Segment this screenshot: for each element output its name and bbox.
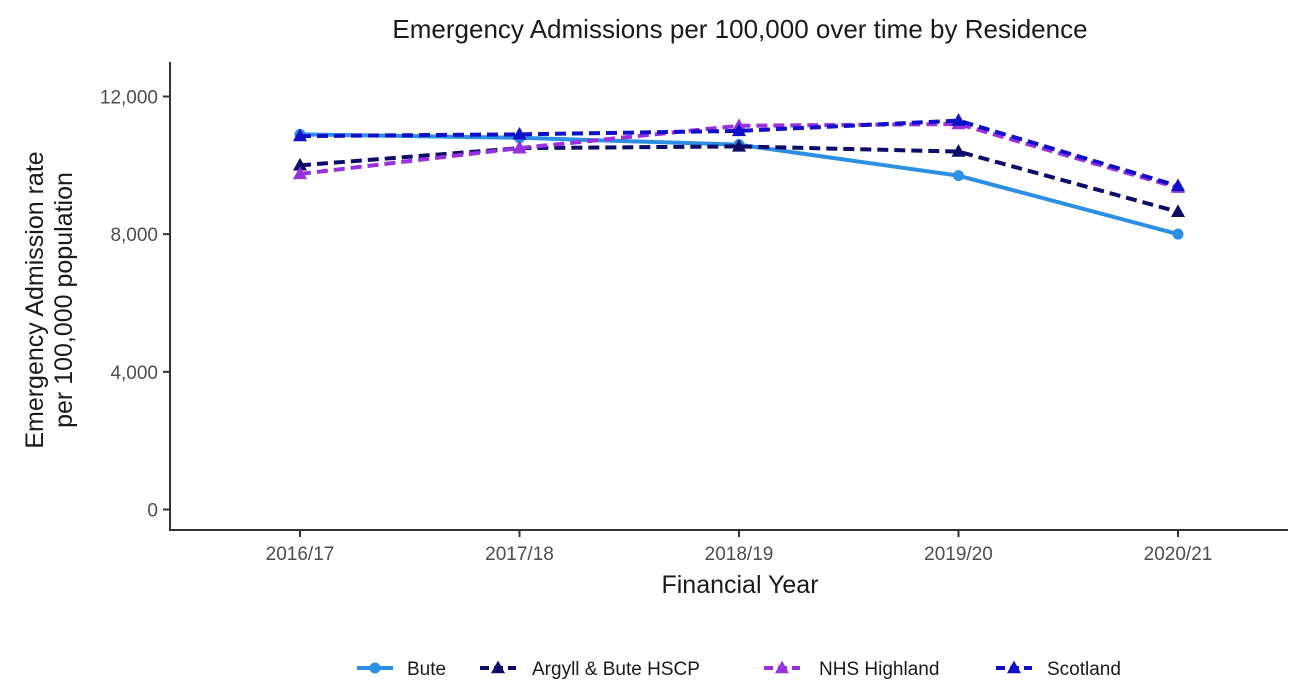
legend: Bute Argyll & Bute HSCP NHS Highland Scotla… <box>357 659 1121 680</box>
legend-label: Scotland <box>1047 659 1121 680</box>
legend-label: Argyll & Bute HSCP <box>532 659 700 680</box>
series-point <box>951 113 966 126</box>
legend-label: Bute <box>407 659 446 680</box>
series-point <box>731 123 747 137</box>
legend-label: NHS Highland <box>819 659 939 680</box>
x-tick-label: 2018/19 <box>705 544 774 565</box>
y-tick-label: 0 <box>147 501 158 522</box>
y-ticks: 0 4,000 8,000 12,000 <box>100 88 170 522</box>
legend-key-marker <box>774 660 790 674</box>
series-line <box>299 118 1179 188</box>
series-point <box>1170 204 1186 217</box>
y-tick-label: 4,000 <box>110 363 158 384</box>
series-line <box>299 144 1179 214</box>
series-point <box>731 138 747 152</box>
series-point <box>292 166 308 180</box>
y-tick-label: 8,000 <box>110 225 158 246</box>
series-point <box>1170 178 1186 192</box>
legend-key-marker <box>490 660 506 674</box>
series-line <box>299 122 1179 190</box>
legend-key-marker <box>369 662 381 674</box>
y-axis-title: Emergency Admission rate per 100,000 pop… <box>21 151 78 448</box>
x-tick-label: 2016/17 <box>266 544 335 565</box>
series-point <box>292 157 308 171</box>
series-point <box>292 128 308 142</box>
series-layer <box>292 113 1186 240</box>
x-tick-label: 2017/18 <box>485 544 554 565</box>
series-point <box>953 170 964 182</box>
series-point <box>951 144 966 157</box>
x-ticks: 2016/17 2017/18 2018/19 2019/20 2020/21 <box>266 530 1213 565</box>
x-tick-label: 2019/20 <box>924 544 993 565</box>
y-tick-label: 12,000 <box>100 88 158 109</box>
y-axis-title-line-1: Emergency Admission rate <box>21 151 49 448</box>
x-axis-title: Financial Year <box>661 571 818 599</box>
legend-key-marker <box>1006 660 1022 674</box>
y-axis-title-line-2: per 100,000 population <box>50 172 78 428</box>
series-point <box>512 140 527 154</box>
chart-title: Emergency Admissions per 100,000 over ti… <box>392 14 1087 44</box>
x-tick-label: 2020/21 <box>1144 544 1213 565</box>
series-point <box>1172 228 1184 240</box>
series-point <box>512 126 527 140</box>
